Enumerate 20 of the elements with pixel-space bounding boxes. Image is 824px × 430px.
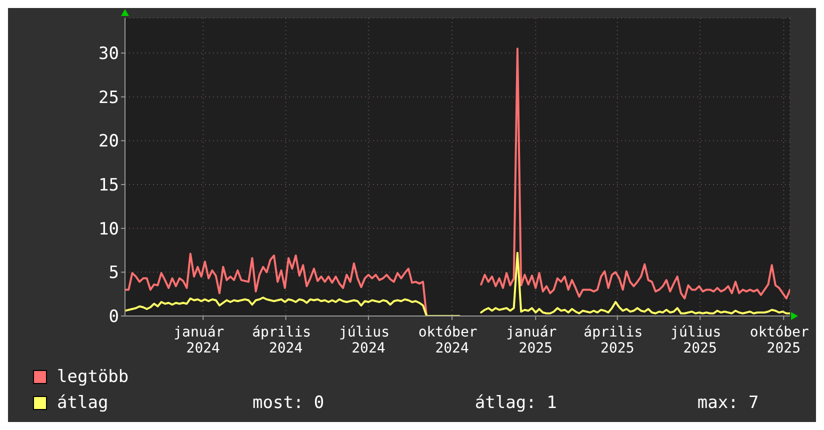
x-tick-label: július 2025 [670, 324, 730, 357]
y-tick-label: 10 [98, 219, 119, 240]
legend-label: legtöbb [57, 367, 129, 387]
y-tick-label: 0 [108, 307, 119, 328]
text: max: 7 [697, 393, 759, 413]
x-tick-label: január 2024 [174, 324, 233, 357]
x-tick-label: október 2025 [750, 324, 818, 357]
text: most: 0 [252, 393, 324, 413]
y-tick-label: 15 [98, 176, 119, 196]
y-tick-label: 25 [98, 88, 119, 108]
y-tick-label: 20 [98, 132, 119, 152]
legend-label: átlag [57, 393, 108, 413]
x-tick-label: január 2025 [506, 324, 566, 357]
x-tick-label: október 2024 [418, 324, 486, 357]
x-tick-label: április 2024 [252, 324, 320, 357]
y-tick-label: 5 [108, 263, 119, 284]
x-tick-label: április 2025 [584, 324, 652, 357]
text: átlag: 1 [474, 393, 557, 413]
y-tick-label: 30 [98, 44, 119, 64]
x-tick-label: július 2024 [338, 324, 398, 357]
